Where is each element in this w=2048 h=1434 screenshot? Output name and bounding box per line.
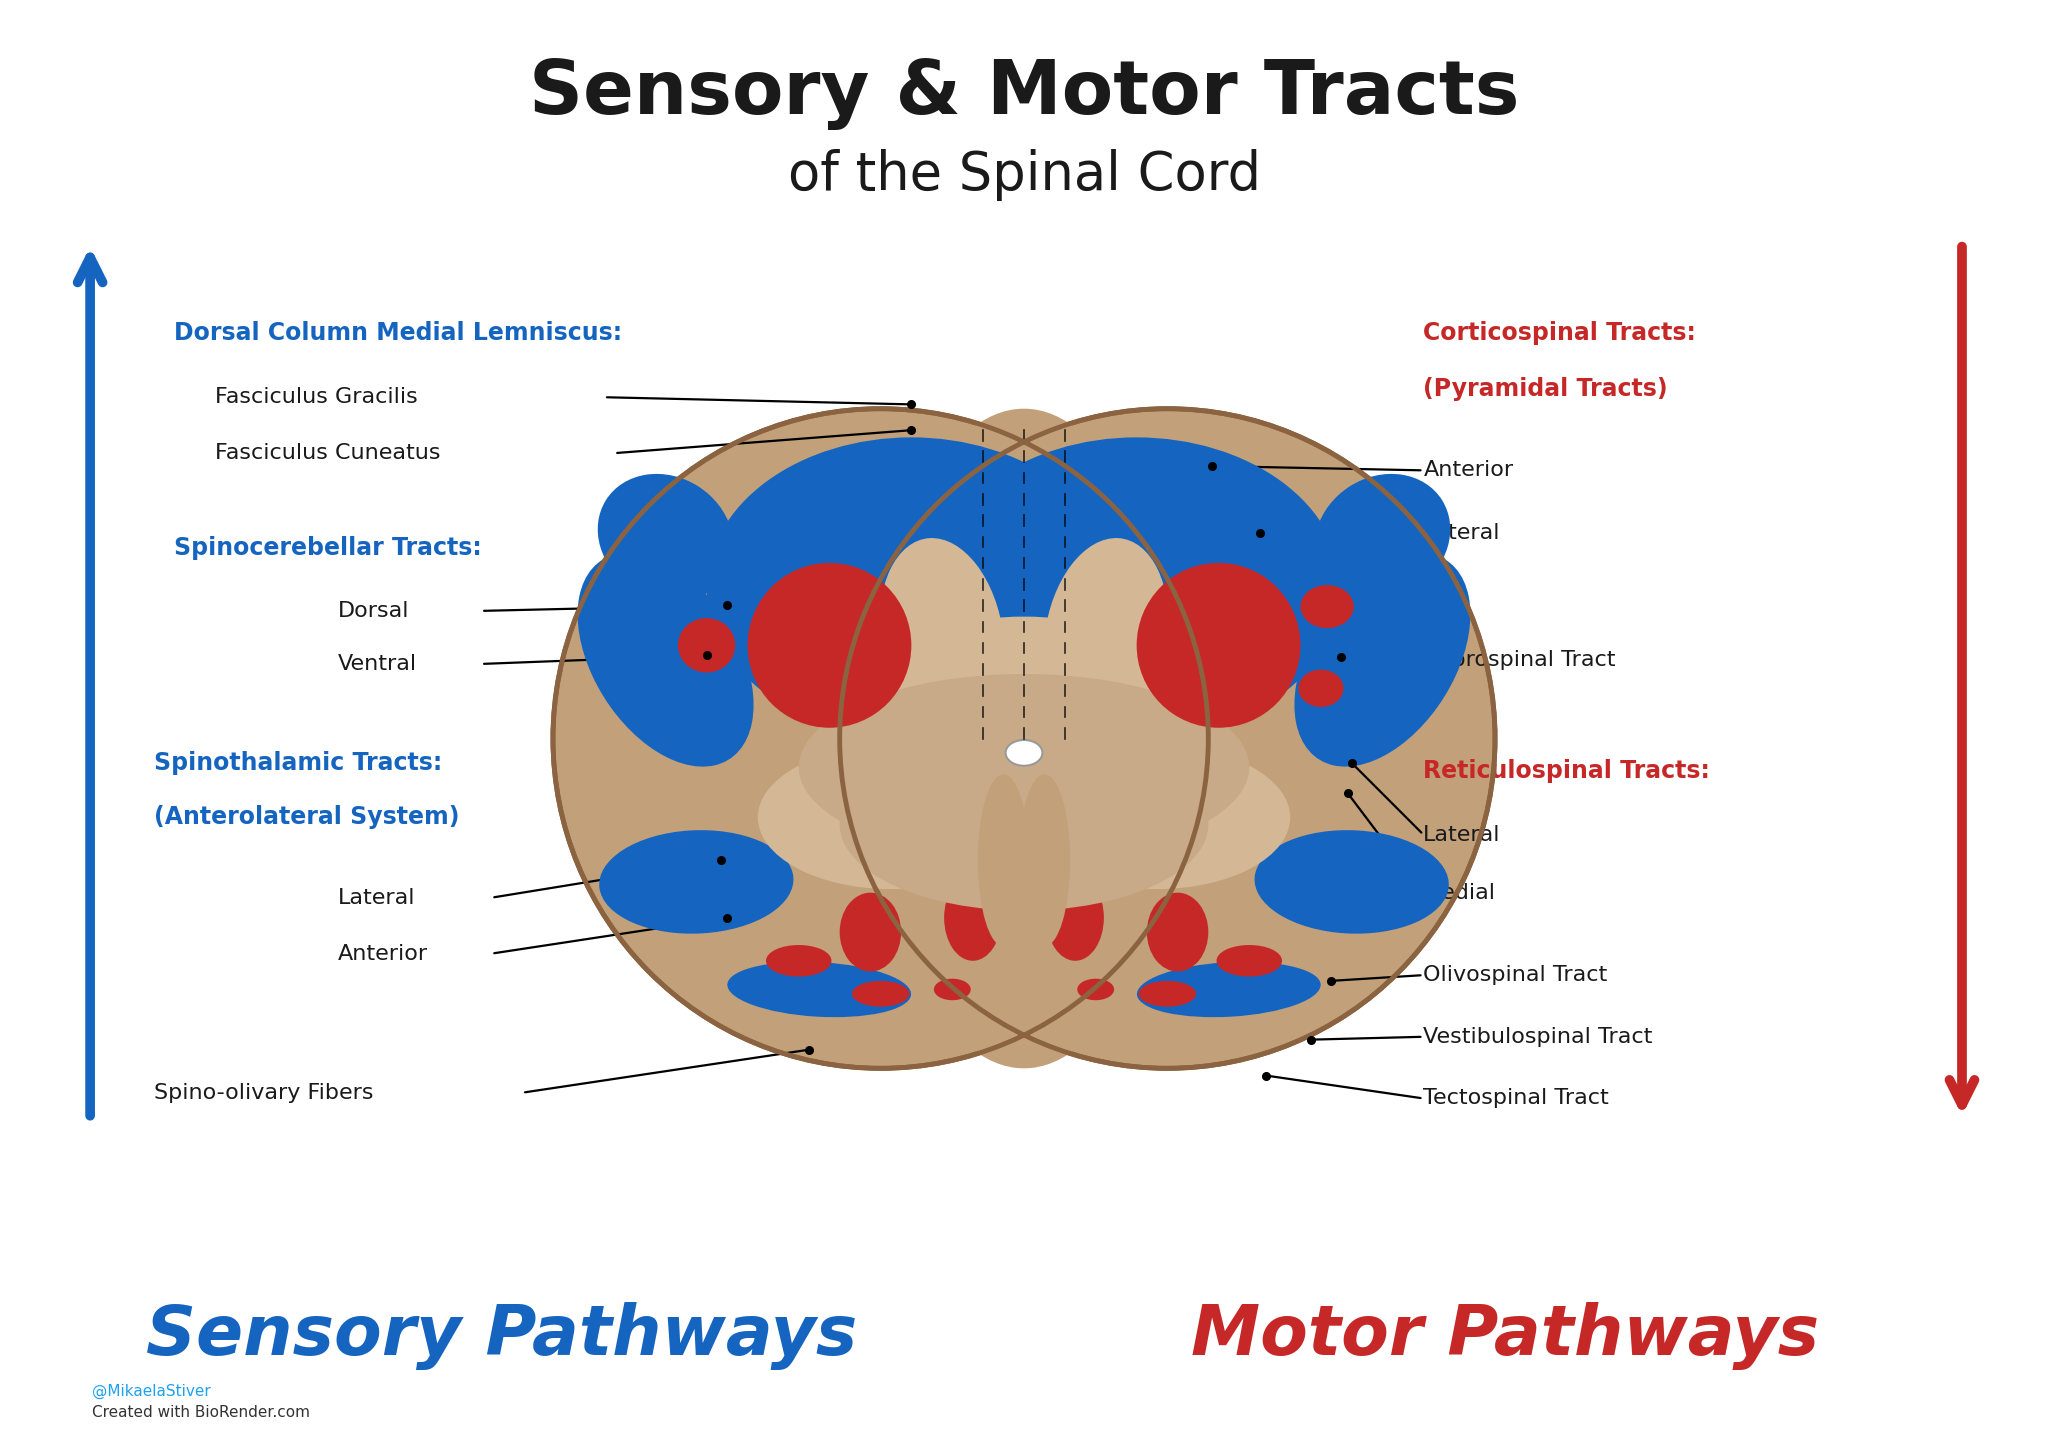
Ellipse shape [1020,774,1069,946]
Ellipse shape [1137,562,1300,728]
Text: Spinothalamic Tracts:: Spinothalamic Tracts: [154,751,442,774]
Ellipse shape [840,739,1208,911]
Ellipse shape [840,892,901,972]
Text: Anterior: Anterior [1423,460,1513,480]
Ellipse shape [1077,978,1114,1001]
Text: Rubrospinal Tract: Rubrospinal Tract [1423,650,1616,670]
Ellipse shape [1137,962,1321,1017]
Ellipse shape [1294,552,1470,767]
Ellipse shape [944,875,1001,961]
Ellipse shape [799,674,1249,860]
Text: Motor Pathways: Motor Pathways [1192,1302,1819,1371]
Ellipse shape [748,562,911,728]
Text: Ventral: Ventral [338,654,418,674]
Text: Lateral: Lateral [1423,825,1501,845]
Ellipse shape [901,473,1147,617]
Text: Fasciculus Gracilis: Fasciculus Gracilis [215,387,418,407]
Ellipse shape [840,409,1495,1068]
Text: Fasciculus Cuneatus: Fasciculus Cuneatus [215,443,440,463]
Text: Spinocerebellar Tracts:: Spinocerebellar Tracts: [174,536,481,559]
Ellipse shape [758,746,1024,889]
Ellipse shape [932,437,1341,739]
Text: Sensory & Motor Tracts: Sensory & Motor Tracts [528,57,1520,129]
Ellipse shape [1042,538,1169,739]
Ellipse shape [1024,746,1290,889]
Text: of the Spinal Cord: of the Spinal Cord [788,149,1260,201]
Text: Medial: Medial [1423,883,1497,903]
Ellipse shape [727,962,911,1017]
Ellipse shape [553,409,1208,1068]
Ellipse shape [852,981,909,1007]
Ellipse shape [1300,585,1354,628]
Circle shape [1006,740,1042,766]
Text: Anterior: Anterior [338,944,428,964]
Ellipse shape [598,473,733,602]
Text: Created with BioRender.com: Created with BioRender.com [92,1405,309,1420]
Ellipse shape [819,617,1229,860]
Text: Corticospinal Tracts:: Corticospinal Tracts: [1423,321,1696,344]
Ellipse shape [578,552,754,767]
Ellipse shape [879,538,1006,739]
Text: Lateral: Lateral [338,888,416,908]
Ellipse shape [1298,670,1343,707]
Text: Sensory Pathways: Sensory Pathways [145,1302,858,1371]
Text: Spino-olivary Fibers: Spino-olivary Fibers [154,1083,373,1103]
Ellipse shape [1147,892,1208,972]
Ellipse shape [1139,981,1196,1007]
Ellipse shape [1047,875,1104,961]
Text: Olivospinal Tract: Olivospinal Tract [1423,965,1608,985]
Ellipse shape [678,618,735,673]
Ellipse shape [1255,830,1448,934]
Text: Reticulospinal Tracts:: Reticulospinal Tracts: [1423,760,1710,783]
Text: Vestibulospinal Tract: Vestibulospinal Tract [1423,1027,1653,1047]
Ellipse shape [979,774,1028,946]
Ellipse shape [1217,945,1282,977]
Ellipse shape [766,945,831,977]
Text: Dorsal: Dorsal [338,601,410,621]
Ellipse shape [707,437,1116,739]
Text: (Anterolateral System): (Anterolateral System) [154,806,459,829]
Text: @MikaelaStiver: @MikaelaStiver [92,1384,211,1398]
Text: (Pyramidal Tracts): (Pyramidal Tracts) [1423,377,1667,400]
Ellipse shape [870,409,1178,1068]
Text: Lateral: Lateral [1423,523,1501,543]
Text: Dorsal Column Medial Lemniscus:: Dorsal Column Medial Lemniscus: [174,321,623,344]
Ellipse shape [600,830,793,934]
Ellipse shape [934,978,971,1001]
Ellipse shape [1315,473,1450,602]
Text: Tectospinal Tract: Tectospinal Tract [1423,1088,1610,1108]
